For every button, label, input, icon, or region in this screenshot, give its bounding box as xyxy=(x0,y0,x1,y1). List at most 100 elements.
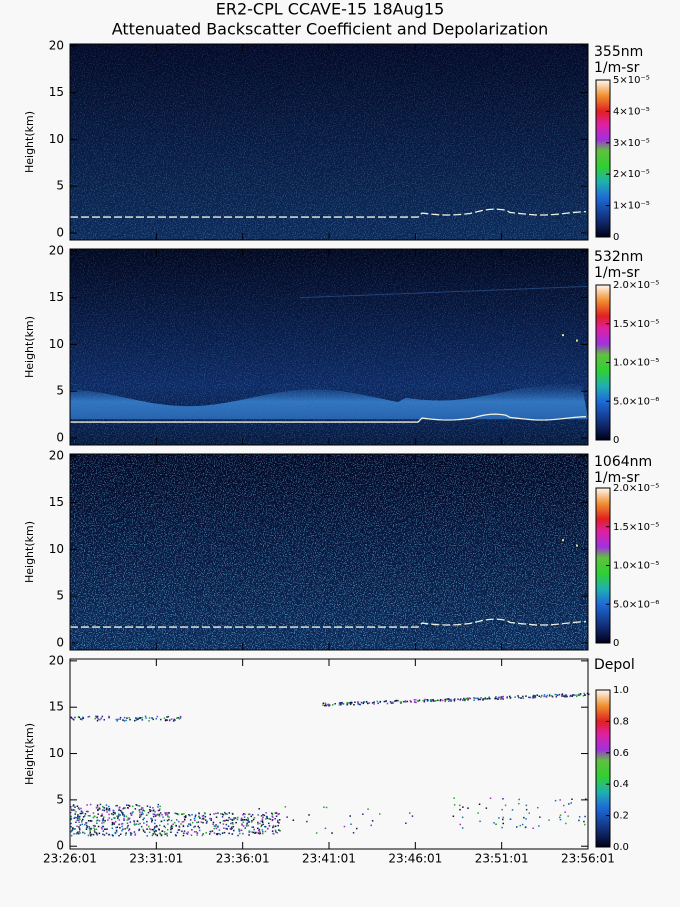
depol-point xyxy=(178,829,181,831)
depol-point xyxy=(576,695,578,698)
depol-point xyxy=(75,821,77,823)
depol-point xyxy=(248,821,250,823)
depol-point xyxy=(134,833,137,835)
depol-point xyxy=(331,832,333,834)
depol-point xyxy=(79,829,81,831)
depol-point xyxy=(397,699,399,702)
depol-point xyxy=(502,822,504,825)
depol-point xyxy=(89,815,91,817)
depol-point xyxy=(126,819,128,821)
depol-point xyxy=(153,829,155,831)
depol-point xyxy=(323,806,325,808)
depol-point xyxy=(536,694,538,696)
depol-point xyxy=(96,834,98,836)
depol-point xyxy=(264,825,266,828)
depol-point xyxy=(193,817,196,820)
depol-point xyxy=(108,817,111,819)
depol-point xyxy=(134,834,136,836)
depol-point xyxy=(221,832,224,834)
depol-point xyxy=(459,823,461,826)
depol-point xyxy=(88,715,91,718)
depol-point xyxy=(188,814,190,816)
depol-point xyxy=(461,816,464,819)
depol-point xyxy=(163,825,165,827)
depol-point xyxy=(523,816,525,819)
depol-point xyxy=(120,809,122,812)
depol-point xyxy=(212,821,215,824)
depol-point xyxy=(198,827,201,829)
depol-point xyxy=(262,816,264,819)
depol-point xyxy=(154,833,157,836)
depol-point xyxy=(176,831,179,834)
depol-point xyxy=(268,825,271,827)
depol-point xyxy=(224,811,226,814)
depol-point xyxy=(111,823,114,826)
depol-point xyxy=(170,819,173,822)
depol-point xyxy=(163,831,166,833)
depol-point xyxy=(583,820,585,823)
y-tick-label: 10 xyxy=(49,132,64,146)
depol-point xyxy=(223,831,226,834)
depol-point xyxy=(215,833,218,835)
depol-point xyxy=(103,806,105,809)
depol-point xyxy=(79,718,82,720)
depol-point xyxy=(95,716,98,718)
depol-point xyxy=(220,813,222,815)
depol-point xyxy=(149,810,151,813)
depol-point xyxy=(213,827,215,830)
depol-point xyxy=(141,719,144,721)
depol-point xyxy=(172,720,175,722)
depol-point xyxy=(70,811,72,814)
depol-point xyxy=(242,821,245,823)
depol-point xyxy=(126,826,129,828)
depol-point xyxy=(70,826,72,828)
depol-point xyxy=(74,806,76,808)
depol-point xyxy=(363,701,365,703)
depol-point xyxy=(77,807,80,809)
depol-point xyxy=(219,833,222,836)
depol-point xyxy=(209,833,211,835)
depol-point xyxy=(160,834,163,837)
depol-point xyxy=(266,817,269,820)
depol-point xyxy=(202,814,205,817)
depol-point xyxy=(216,833,219,835)
depol-point xyxy=(473,699,475,701)
depol-point xyxy=(348,702,350,704)
depol-point xyxy=(151,821,153,823)
colorbar-tick-label: 0 xyxy=(613,435,619,446)
depol-point xyxy=(545,695,547,698)
depol-point xyxy=(93,827,95,829)
depol-point xyxy=(97,809,99,812)
depol-point xyxy=(427,699,429,701)
depol-point xyxy=(73,719,75,721)
depol-point xyxy=(96,819,99,821)
depol-point xyxy=(531,697,534,699)
depol-point xyxy=(101,813,103,816)
depol-point xyxy=(204,816,207,818)
depol-point xyxy=(209,813,211,816)
depol-point xyxy=(184,818,186,821)
depol-point xyxy=(204,812,206,815)
depol-point xyxy=(106,807,108,809)
depol-point xyxy=(143,810,146,812)
depol-point xyxy=(529,696,531,699)
depol-point xyxy=(377,702,379,705)
depol-point xyxy=(142,813,144,815)
depol-point xyxy=(129,821,132,823)
depol-point xyxy=(308,814,310,816)
depol-point xyxy=(178,718,181,720)
depol-point xyxy=(274,829,277,832)
depol-point xyxy=(578,819,580,822)
depol-point xyxy=(565,822,567,825)
depol-point xyxy=(126,717,128,719)
depol-point xyxy=(161,814,163,816)
depol-point xyxy=(139,811,141,813)
depol-point xyxy=(166,819,169,822)
depol-point xyxy=(150,817,152,820)
speckle xyxy=(70,454,588,650)
depol-point xyxy=(212,823,214,825)
depol-point xyxy=(84,813,87,815)
colorbar-tick-label: 0.6 xyxy=(613,748,629,759)
depol-point xyxy=(107,809,110,811)
depol-point xyxy=(142,830,145,832)
